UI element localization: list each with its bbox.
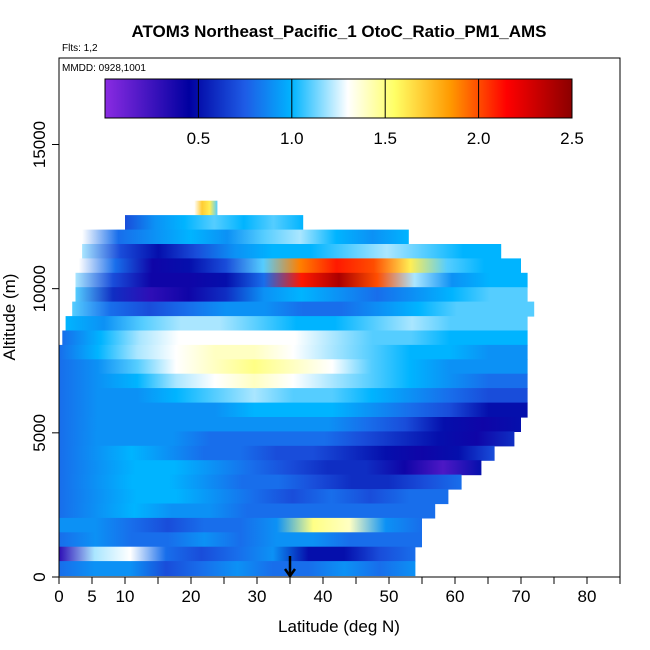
heatmap-row — [59, 474, 462, 490]
heatmap-cell-row — [59, 474, 462, 490]
y-tick-label: 10000 — [30, 265, 49, 312]
heatmap-cell-row — [59, 503, 436, 519]
axes: 0 5 10 20 30 40 50 60 70 80 0 5000 10000 15000 — [30, 121, 621, 606]
heatmap-cell-row — [65, 316, 528, 332]
x-tick-label: 30 — [248, 587, 267, 606]
flights-note: Flts: 1,2 — [62, 43, 98, 54]
x-tick-label: 40 — [314, 587, 333, 606]
heatmap-row — [59, 445, 495, 461]
dates-note: MMDD: 0928,1001 — [62, 63, 146, 74]
heatmap-cell-row — [59, 532, 422, 548]
heatmap-row — [59, 517, 422, 533]
heatmap-cell-row — [59, 373, 528, 389]
x-tick-label: 80 — [578, 587, 597, 606]
heatmap-cells — [59, 200, 535, 577]
colorbar-tick-label: 0.5 — [187, 129, 211, 148]
colorbar: 0.5 1.0 1.5 2.0 2.5 — [104, 78, 584, 148]
heatmap-cell-row — [59, 445, 495, 461]
heatmap-row — [125, 215, 304, 231]
heatmap-cell-row — [59, 359, 528, 375]
colorbar-tick-label: 1.0 — [280, 129, 304, 148]
x-tick-label: 70 — [512, 587, 531, 606]
heatmap-row — [75, 272, 528, 288]
heatmap-row — [82, 229, 409, 245]
y-tick-label: 15000 — [30, 121, 49, 168]
colorbar-tick-label: 2.5 — [560, 129, 584, 148]
x-tick-label: 0 — [54, 587, 63, 606]
y-tick-label: 0 — [30, 572, 49, 581]
heatmap-row — [59, 344, 528, 360]
heatmap-cell-row — [59, 388, 528, 404]
heatmap-row — [59, 431, 515, 447]
heatmap-row — [59, 546, 416, 562]
heatmap-cell-row — [59, 517, 422, 533]
heatmap-cell-row — [78, 258, 522, 274]
heatmap-row — [75, 287, 528, 303]
x-tick-label: 60 — [446, 587, 465, 606]
colorbar-tick-label: 1.5 — [373, 129, 397, 148]
heatmap-row — [78, 258, 522, 274]
heatmap-row — [194, 200, 218, 216]
y-tick-label: 5000 — [30, 414, 49, 452]
heatmap-cell-row — [125, 215, 304, 231]
heatmap-row — [59, 561, 416, 577]
colorbar-tick-label: 2.0 — [467, 129, 491, 148]
heatmap-row — [62, 330, 528, 346]
x-tick-label: 5 — [87, 587, 96, 606]
heatmap-row — [59, 417, 521, 432]
plot-frame — [58, 57, 621, 578]
heatmap-cell-row — [59, 417, 521, 432]
heatmap-row — [59, 388, 528, 404]
heatmap-cell-row — [72, 301, 535, 317]
heatmap-row — [59, 532, 422, 548]
heatmap-cell-row — [59, 431, 515, 447]
heatmap-cell-row — [75, 272, 528, 288]
heatmap-cell-row — [59, 344, 528, 360]
heatmap-cell-row — [82, 229, 409, 245]
heatmap-row — [82, 244, 502, 259]
heatmap-cell-row — [59, 460, 482, 476]
heatmap-row — [65, 316, 528, 332]
heatmap-cell-row — [62, 330, 528, 346]
heatmap-row — [72, 301, 535, 317]
colorbar-gradient — [104, 78, 573, 119]
heatmap-row — [59, 402, 528, 418]
heatmap-row — [59, 359, 528, 375]
heatmap-cell-row — [59, 489, 449, 505]
chart-title: ATOM3 Northeast_Pacific_1 OtoC_Ratio_PM1… — [131, 22, 546, 41]
heatmap-cell-row — [59, 561, 416, 577]
heatmap-cell-row — [75, 287, 528, 303]
y-axis-label: Altitude (m) — [0, 274, 19, 361]
heatmap-row — [59, 503, 436, 519]
heatmap-row — [59, 373, 528, 389]
x-tick-label: 50 — [380, 587, 399, 606]
heatmap-cell-row — [59, 402, 528, 418]
heatmap-cell-row — [59, 546, 416, 562]
heatmap-row — [59, 460, 482, 476]
marker-arrow-head — [283, 568, 297, 579]
heatmap-cell-row — [194, 200, 218, 216]
x-axis-label: Latitude (deg N) — [278, 617, 400, 636]
heatmap-cell-row — [82, 244, 502, 259]
latitude-marker — [283, 556, 297, 579]
heatmap-row — [59, 489, 449, 505]
x-tick-label: 10 — [116, 587, 135, 606]
x-tick-label: 20 — [182, 587, 201, 606]
